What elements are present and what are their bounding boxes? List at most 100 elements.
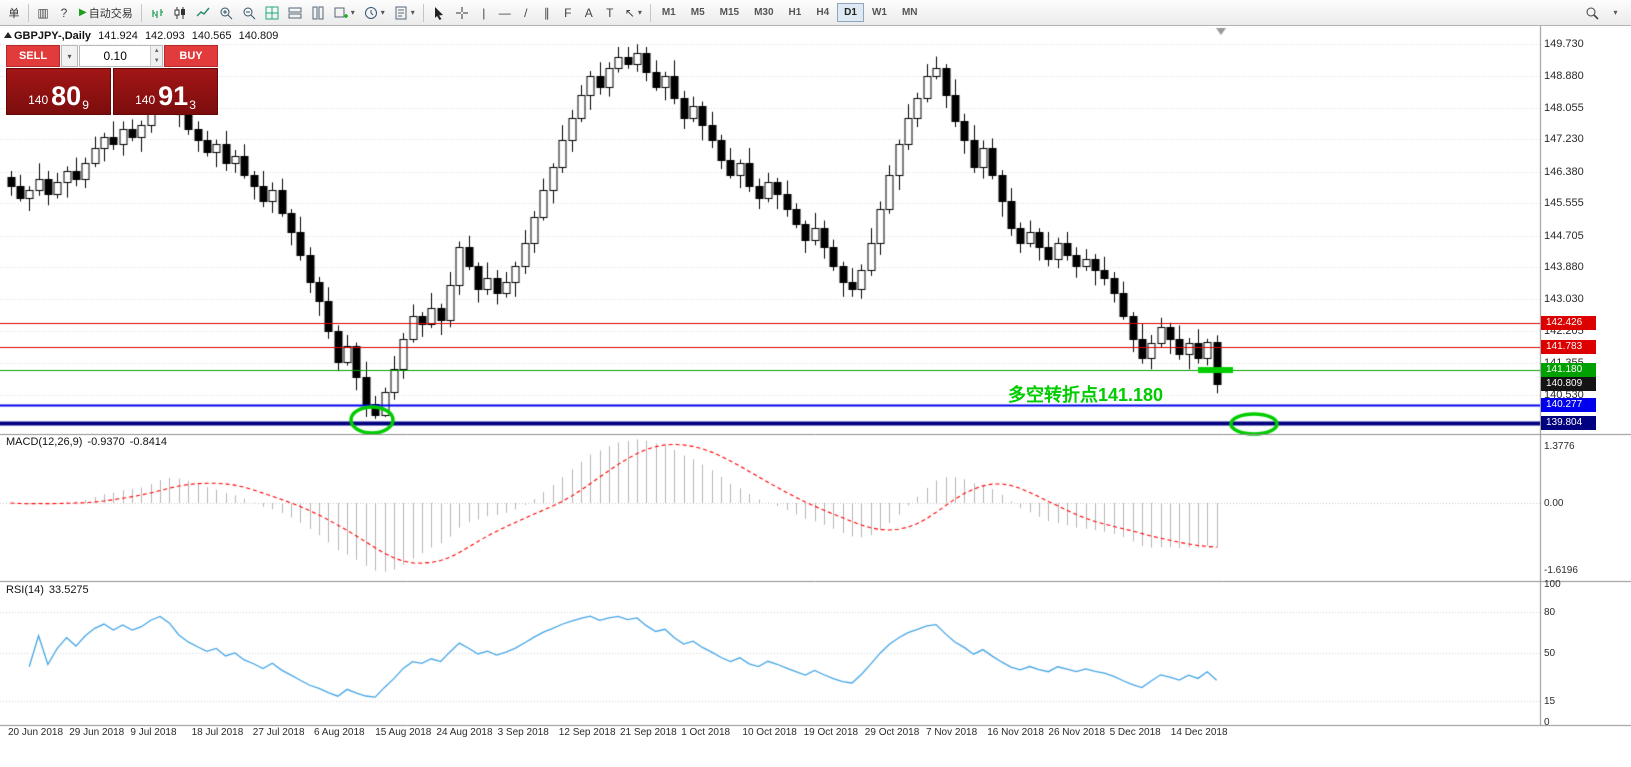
timeframe-m5[interactable]: M5: [684, 3, 712, 22]
date-axis-label: 26 Nov 2018: [1048, 727, 1106, 738]
rsi-axis-label: 50: [1544, 648, 1556, 659]
bar-chart-icon: [152, 8, 163, 18]
low-value: 140.565: [191, 30, 232, 42]
vertical-line-icon: |: [482, 5, 486, 20]
label-tool-button[interactable]: T: [600, 3, 620, 23]
high-value: 142.093: [144, 30, 185, 42]
stepper-up-icon[interactable]: ▲: [151, 46, 162, 56]
sell-price-button[interactable]: 140 80 9: [6, 68, 111, 115]
sell-price-base: 140: [28, 93, 49, 107]
dropdown-icon: ▾: [410, 8, 415, 17]
toolbar-separator: [28, 3, 29, 22]
timeframe-mn[interactable]: MN: [895, 3, 925, 22]
template-button[interactable]: ▾: [390, 3, 419, 23]
zoom-in-button[interactable]: [215, 3, 237, 23]
cursor-tool-button[interactable]: [428, 3, 450, 23]
crosshair-tool-button[interactable]: [451, 3, 473, 23]
vline-tool-button[interactable]: |: [474, 3, 494, 23]
symbol-period-label: GBPJPY-,Daily: [14, 30, 92, 42]
toolbar-separator: [140, 3, 142, 22]
toolbar-right-group: ▾: [1581, 3, 1627, 23]
new-order-button[interactable]: 单: [4, 3, 24, 23]
trendline-tool-button[interactable]: /: [516, 3, 536, 23]
date-axis-label: 7 Nov 2018: [926, 727, 978, 738]
arrange-vertical-button[interactable]: [307, 3, 329, 23]
arrange-horizontal-button[interactable]: [284, 3, 306, 23]
price-level-tag: 142.426: [1541, 316, 1596, 330]
line-chart-button[interactable]: [192, 3, 214, 23]
chevron-down-icon: ▾: [67, 51, 72, 61]
timeframe-m1[interactable]: M1: [655, 3, 683, 22]
fibonacci-icon: F: [564, 5, 572, 20]
crosshair-icon: [455, 6, 468, 19]
timeframe-w1[interactable]: W1: [865, 3, 894, 22]
price-axis-label: 147.230: [1544, 133, 1584, 145]
bar-chart-button[interactable]: [146, 3, 168, 23]
dropdown-icon: ▾: [637, 8, 642, 17]
macd-axis-label: -1.6196: [1544, 565, 1578, 576]
sell-options-dropdown[interactable]: ▾: [61, 45, 78, 67]
sell-button[interactable]: SELL: [6, 45, 60, 67]
trendline-icon: /: [524, 5, 528, 20]
tile-windows-icon: [265, 6, 279, 19]
autotrading-button[interactable]: ▶ 自动交易: [75, 3, 137, 23]
volume-input[interactable]: [80, 46, 151, 66]
help-button[interactable]: ?: [54, 3, 74, 23]
rsi-axis-label: 80: [1544, 607, 1556, 618]
new-chart-plus-icon: [334, 7, 348, 18]
timeframe-d1[interactable]: D1: [837, 3, 864, 22]
stepper-down-icon[interactable]: ▼: [151, 56, 162, 66]
date-axis-label: 3 Sep 2018: [497, 727, 549, 738]
search-button[interactable]: [1581, 3, 1603, 23]
terminal-button[interactable]: ▥: [33, 3, 53, 23]
timeframe-m15[interactable]: M15: [713, 3, 746, 22]
timeframe-m30[interactable]: M30: [747, 3, 780, 22]
rsi-axis-label: 15: [1544, 696, 1556, 707]
template-icon: [395, 6, 407, 19]
timeframe-h4[interactable]: H4: [809, 3, 836, 22]
cursor-icon: [434, 6, 443, 20]
date-axis-label: 14 Dec 2018: [1170, 727, 1228, 738]
arrows-tool-icon: ↖: [624, 5, 635, 20]
rsi-axis-label: 0: [1544, 717, 1550, 728]
new-chart-button[interactable]: ▾: [330, 3, 359, 23]
annotation-text[interactable]: 多空转折点141.180: [1008, 385, 1164, 405]
horizontal-line-icon: —: [498, 5, 511, 20]
chart-collapse-icon[interactable]: [4, 32, 12, 38]
zoom-out-button[interactable]: [238, 3, 260, 23]
date-axis-label: 1 Oct 2018: [681, 727, 731, 738]
volume-stepper[interactable]: ▲ ▼: [150, 46, 162, 66]
date-axis-label: 6 Aug 2018: [314, 727, 365, 738]
price-level-tag: 141.180: [1541, 363, 1596, 377]
date-axis-label: 29 Jun 2018: [69, 727, 125, 738]
timeframe-h1[interactable]: H1: [782, 3, 809, 22]
price-axis-label: 146.380: [1544, 166, 1584, 178]
date-axis-label: 10 Oct 2018: [742, 727, 797, 738]
sell-price-pips: 80: [51, 81, 82, 111]
volume-box: ▲ ▼: [79, 45, 163, 67]
price-level-tag: 141.783: [1541, 340, 1596, 354]
toolbar-overflow-button[interactable]: ▾: [1605, 3, 1625, 23]
arrows-tool-button[interactable]: ↖ ▾: [621, 3, 646, 23]
date-axis-label: 5 Dec 2018: [1109, 727, 1161, 738]
arrange-vertical-icon: [312, 6, 324, 19]
date-axis-label: 15 Aug 2018: [375, 727, 432, 738]
text-tool-button[interactable]: A: [579, 3, 599, 23]
tile-windows-button[interactable]: [261, 3, 283, 23]
buy-price-button[interactable]: 140 91 3: [113, 68, 218, 115]
buy-button[interactable]: BUY: [164, 45, 218, 67]
zoom-out-icon: [243, 7, 256, 19]
price-level-tag: 140.277: [1541, 398, 1596, 412]
date-axis-label: 9 Jul 2018: [130, 727, 177, 738]
hline-tool-button[interactable]: —: [495, 3, 515, 23]
macd-axis-label: 0.00: [1544, 498, 1564, 509]
period-button[interactable]: ▾: [360, 3, 389, 23]
channel-tool-button[interactable]: ∥: [537, 3, 557, 23]
price-axis-label: 149.730: [1544, 38, 1584, 50]
date-axis-label: 19 Oct 2018: [803, 727, 859, 738]
candlestick-chart-button[interactable]: [169, 3, 191, 23]
fibonacci-tool-button[interactable]: F: [558, 3, 578, 23]
open-value: 141.924: [98, 30, 138, 42]
